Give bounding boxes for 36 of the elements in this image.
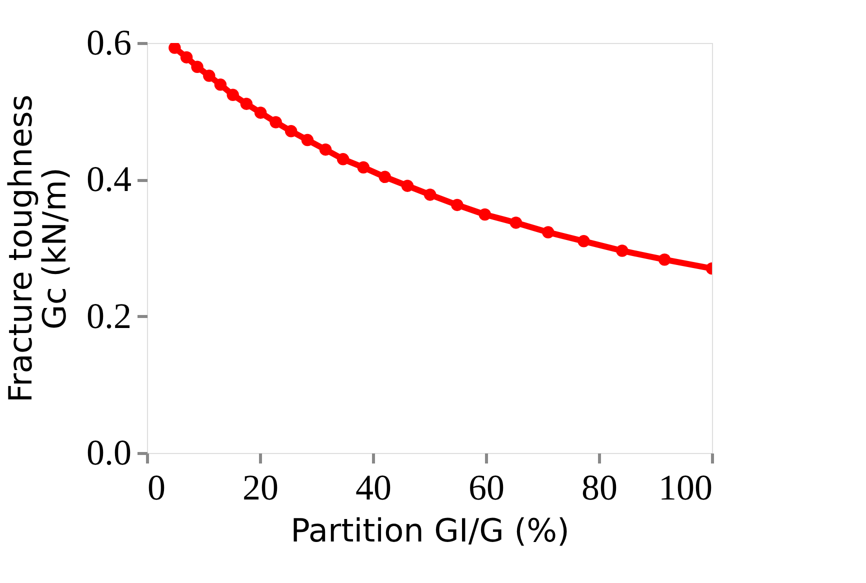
y-tick-label: 0.0 [86, 432, 132, 472]
x-tick-label: 40 [356, 468, 392, 508]
point [301, 134, 314, 146]
point [424, 188, 436, 201]
x-tick-label: 80 [582, 468, 618, 508]
point [478, 208, 491, 221]
point [203, 70, 216, 82]
x-tick-label: 100 [658, 468, 712, 508]
point [319, 143, 332, 156]
x-tick-label: 20 [242, 468, 278, 508]
point [180, 51, 193, 64]
y-axis-title: Fracture toughness Gc (kN/m) [2, 94, 74, 402]
point [214, 78, 227, 91]
point [578, 235, 590, 248]
point [191, 60, 204, 74]
point [378, 170, 391, 184]
x-tick-label: 60 [468, 468, 504, 508]
point [616, 244, 628, 257]
point [451, 198, 464, 212]
y-tick-label: 0.2 [86, 296, 132, 336]
y-tick-label: 0.6 [86, 22, 132, 62]
point [336, 153, 350, 166]
x-axis-title: Partition GI/G (%) [290, 512, 570, 550]
point [542, 226, 554, 238]
point [254, 106, 267, 119]
point [240, 98, 253, 110]
point [357, 161, 370, 174]
point [168, 43, 181, 54]
point [270, 116, 282, 128]
point [226, 88, 240, 102]
point [658, 254, 671, 266]
point [284, 125, 298, 138]
y-tick-label: 0.4 [86, 159, 132, 200]
point [510, 216, 522, 229]
point [401, 180, 414, 192]
x-tick-label: 0 [148, 468, 166, 508]
